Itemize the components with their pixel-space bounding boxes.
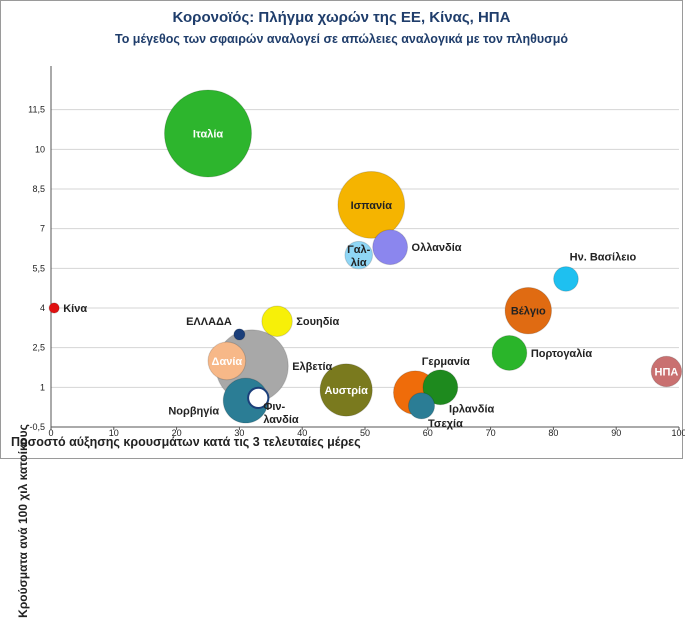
bubble-label: Ην. Βασίλειο xyxy=(570,252,637,264)
bubble-ΗΠΑ xyxy=(650,355,683,388)
x-tick-label: 50 xyxy=(360,428,370,438)
y-tick-label: 5,5 xyxy=(32,263,45,273)
bubble-label: Φιν-λανδία xyxy=(263,401,299,426)
bubble-label: Ελβετία xyxy=(292,361,332,373)
bubble-label: Κίνα xyxy=(63,303,87,315)
bubble-Αυστρία xyxy=(319,363,373,417)
y-tick-label: 10 xyxy=(35,144,45,154)
bubble-label: Γερμανία xyxy=(422,356,470,368)
y-tick-label: 8,5 xyxy=(32,184,45,194)
x-tick-label: 60 xyxy=(423,428,433,438)
x-tick-label: 100 xyxy=(671,428,685,438)
chart-title: Κορονοϊός: Πλήγμα χωρών της ΕΕ, Κίνας, Η… xyxy=(172,9,511,26)
x-tick-label: 0 xyxy=(48,428,53,438)
bubble-Φινλανδία xyxy=(247,386,270,410)
x-tick-label: 20 xyxy=(172,428,182,438)
bubble-label: ΗΠΑ xyxy=(655,366,679,378)
bubble-Κίνα xyxy=(48,302,60,314)
bubble-Ιταλία xyxy=(164,89,252,178)
bubble-Ισπανία xyxy=(337,171,406,239)
bubble-label: Ισπανία xyxy=(351,200,393,212)
bubble-label: Δανία xyxy=(212,356,243,368)
bubble-Δανία xyxy=(207,341,247,381)
bubble-Τσεχία xyxy=(407,392,436,420)
bubble-label: ΕΛΛΑΔΑ xyxy=(186,316,232,328)
bubble-label: Βέλγιο xyxy=(511,306,546,318)
x-tick-label: 10 xyxy=(109,428,119,438)
bubble-Γαλλία xyxy=(344,240,373,270)
bubble-ΕΛΛΑΔΑ xyxy=(233,328,246,341)
bubble-label: Ιταλία xyxy=(193,128,224,140)
bubble-Πορτογαλία xyxy=(491,335,528,371)
x-tick-label: 40 xyxy=(297,428,307,438)
bubble-Βέλγιο xyxy=(504,286,552,335)
x-axis-label: Ποσοστό αύξησης κρουσμάτων κατά τις 3 τε… xyxy=(11,435,361,449)
x-tick-label: 30 xyxy=(234,428,244,438)
x-tick-label: 80 xyxy=(548,428,558,438)
bubble-label: Γαλ-λία xyxy=(347,244,370,269)
bubble-Ιρλανδία xyxy=(422,369,459,406)
bubble-label: Πορτογαλία xyxy=(531,348,593,360)
bubble-label: Ολλανδία xyxy=(412,242,462,254)
y-tick-label: 1 xyxy=(40,382,45,392)
bubble-label: Τσεχία xyxy=(428,418,463,430)
x-tick-label: 90 xyxy=(611,428,621,438)
bubble-label: Σουηδία xyxy=(296,316,339,328)
plot-area: -0,5 1 2,5 4 5,5 7 8,5 10 11,5 0 10 20 30 40 50 60 70 80 9… xyxy=(28,66,685,438)
bubble-label: Νορβηγία xyxy=(168,406,219,418)
y-tick-label: 7 xyxy=(40,224,45,234)
bubble-Ολλανδία xyxy=(372,229,409,266)
y-tick-label: 11,5 xyxy=(28,105,45,115)
x-tick-label: 70 xyxy=(486,428,496,438)
y-tick-label: 2,5 xyxy=(32,343,45,353)
y-tick-label: -0,5 xyxy=(29,422,45,432)
bubble-label: Αυστρία xyxy=(324,385,368,397)
y-tick-label: 4 xyxy=(40,303,45,313)
bubble-Ην.Βασίλειο xyxy=(553,266,579,292)
bubble-Σουηδία xyxy=(261,305,293,337)
bubble-label: Ιρλανδία xyxy=(449,404,494,416)
chart-subtitle: Το μέγεθος των σφαιρών αναλογεί σε απώλε… xyxy=(114,32,568,46)
